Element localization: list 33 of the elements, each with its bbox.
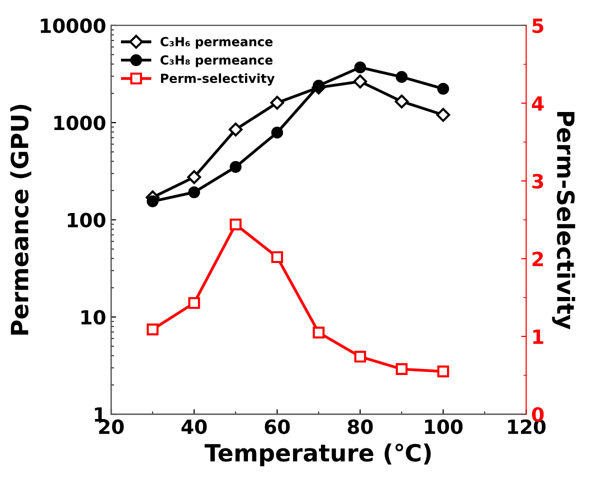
point <box>312 80 325 92</box>
x-tick-label: 100 <box>425 419 463 434</box>
y2-tick-label: 1 <box>533 330 544 344</box>
point <box>396 71 408 83</box>
y-tick-label: 10 <box>81 310 106 325</box>
point <box>353 74 368 88</box>
legend-label: Perm-selectivity <box>161 73 275 86</box>
point <box>271 126 284 138</box>
x-tick-label: 40 <box>181 419 207 434</box>
y2-tick-label: 5 <box>532 18 544 34</box>
y-tick-label: 100 <box>68 212 106 228</box>
legend-label: C₃H₆ permeance <box>160 36 273 49</box>
y2-tick-label: 2 <box>532 252 543 266</box>
x-axis-title: Temperature (℃) <box>204 443 431 466</box>
y-tick-label: 10000 <box>40 18 106 34</box>
y-axis-title: Permeance (GPU) <box>10 104 32 335</box>
point <box>354 61 366 74</box>
point <box>228 122 243 136</box>
point <box>187 170 202 184</box>
point <box>394 94 409 108</box>
x-tick-label: 80 <box>348 419 373 434</box>
point <box>437 82 450 95</box>
point <box>270 96 284 110</box>
point <box>436 108 450 122</box>
y2-axis-title: Perm-Selectivity <box>552 112 576 330</box>
y2-tick-label: 4 <box>532 96 544 111</box>
y-tick-label: 1000 <box>54 116 106 130</box>
point <box>230 161 242 173</box>
x-tick-label: 60 <box>264 419 290 434</box>
point <box>188 186 200 198</box>
point <box>146 195 159 208</box>
y2-tick-label: 3 <box>532 174 544 189</box>
legend-label: C₃H₈ permeance <box>160 55 273 68</box>
